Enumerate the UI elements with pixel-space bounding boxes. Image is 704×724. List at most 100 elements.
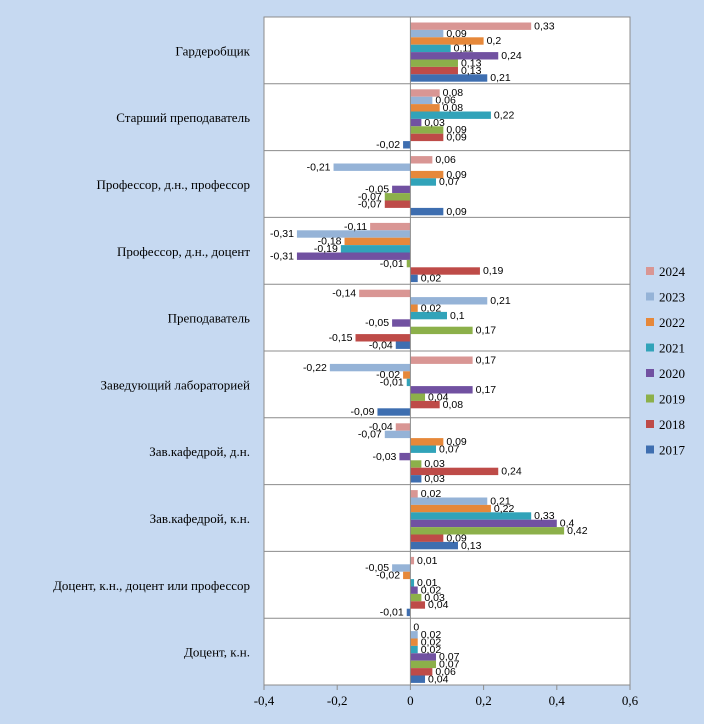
data-label: -0,22 (303, 362, 327, 374)
bar-2018 (355, 334, 411, 342)
data-label: 0,03 (424, 473, 445, 485)
bar-2022 (410, 638, 418, 646)
data-label: 0,21 (490, 495, 511, 507)
data-label: -0,15 (329, 332, 353, 344)
data-label: -0,01 (380, 258, 404, 270)
bar-2022 (410, 504, 491, 513)
data-label: 0,06 (435, 95, 456, 107)
data-label: -0,07 (358, 429, 382, 441)
data-label: 0,42 (567, 525, 588, 537)
x-tick-label: 0,6 (622, 693, 639, 708)
bar-2019 (406, 259, 411, 268)
legend-swatch-2023 (646, 292, 654, 301)
data-label: 0,24 (501, 50, 522, 62)
data-label: 0,1 (450, 310, 465, 322)
data-label: -0,19 (314, 243, 338, 255)
bar-2018 (410, 267, 480, 275)
bar-2024 (359, 289, 411, 298)
bar-2018 (410, 467, 499, 476)
category-label: Гардеробщик (175, 43, 250, 58)
data-label: 0,02 (421, 629, 442, 641)
data-label: 0,02 (421, 488, 442, 500)
legend-swatch-2019 (646, 394, 654, 403)
data-label: 0,17 (476, 384, 497, 396)
bar-2017 (403, 141, 411, 149)
legend-label-2021: 2021 (659, 341, 685, 356)
data-label: 0,02 (421, 584, 442, 596)
bar-2019 (410, 59, 458, 67)
data-label: 0,09 (446, 169, 467, 181)
bar-2023 (392, 564, 411, 572)
data-label: 0,06 (435, 154, 456, 166)
bar-2024 (410, 556, 415, 565)
data-label: 0,11 (454, 43, 474, 55)
bar-2017 (395, 341, 411, 349)
bar-2021 (340, 245, 411, 253)
bar-2024 (410, 490, 418, 498)
data-label: -0,07 (358, 198, 382, 210)
data-label: 0,33 (534, 20, 555, 32)
data-label: 0,02 (421, 273, 442, 285)
data-label: 0,09 (446, 124, 467, 136)
bar-2019 (410, 527, 565, 535)
bar-2022 (344, 237, 411, 246)
data-label: 0,22 (494, 109, 515, 121)
bar-2020 (392, 185, 411, 194)
data-label: 0,13 (461, 65, 482, 77)
data-label: 0,01 (417, 555, 438, 567)
data-label: -0,01 (380, 607, 404, 619)
bar-2023 (410, 631, 418, 639)
x-tick-label: -0,4 (254, 693, 275, 708)
legend-label-2019: 2019 (659, 392, 685, 407)
data-label: -0,09 (351, 406, 375, 418)
bar-2018 (410, 668, 433, 676)
data-label: 0,02 (421, 636, 442, 648)
bars (296, 22, 565, 683)
bar-2020 (410, 519, 557, 528)
legend-label-2024: 2024 (659, 264, 686, 279)
data-label: 0,2 (487, 35, 502, 47)
data-label: -0,11 (344, 221, 367, 233)
bar-2018 (410, 133, 444, 142)
bar-2017 (410, 207, 444, 216)
bar-2020 (296, 252, 411, 260)
legend: 2024 2023 2022 2021 2020 2019 2018 2017 (646, 264, 686, 458)
legend-swatch-2024 (646, 267, 654, 275)
bar-2017 (410, 541, 458, 550)
category-label: Старший преподаватель (116, 110, 250, 125)
data-label: 0,09 (446, 206, 467, 218)
category-labels: Гардеробщик Старший преподаватель Профессо… (53, 43, 251, 659)
bar-2024 (370, 222, 411, 231)
legend-swatch-2022 (646, 318, 654, 326)
data-label: -0,05 (365, 562, 389, 574)
x-axis: -0,4 -0,2 0 0,2 0,4 0,6 (254, 17, 639, 708)
data-label: 0,08 (443, 399, 464, 411)
data-label: 0,04 (428, 673, 449, 685)
data-label: -0,01 (380, 377, 404, 389)
data-label: 0,03 (424, 117, 445, 129)
legend-swatch-2017 (646, 445, 654, 454)
bar-2018 (410, 601, 426, 609)
category-label: Профессор, д.н., профессор (96, 177, 250, 192)
bar-2022 (403, 571, 411, 580)
legend-swatch-2018 (646, 420, 654, 428)
bar-2018 (384, 200, 411, 208)
bar-2021 (406, 378, 411, 387)
data-label: -0,07 (358, 191, 382, 203)
bar-2019 (410, 126, 444, 134)
data-label: -0,05 (365, 317, 389, 329)
data-label: 0,09 (446, 436, 467, 448)
bar-2018 (410, 534, 444, 542)
data-label: -0,03 (372, 451, 396, 463)
data-label: 0,02 (421, 644, 442, 656)
bar-2021 (410, 579, 415, 587)
data-labels: 0,330,090,20,110,240,130,130,210,080,060… (270, 20, 588, 685)
legend-swatch-2020 (646, 369, 654, 377)
bar-2017 (410, 274, 418, 283)
data-label: 0,22 (494, 503, 515, 515)
bar-2023 (410, 297, 488, 305)
data-label: -0,31 (270, 228, 294, 240)
data-label: -0,05 (365, 184, 389, 196)
data-label: -0,18 (318, 236, 342, 248)
